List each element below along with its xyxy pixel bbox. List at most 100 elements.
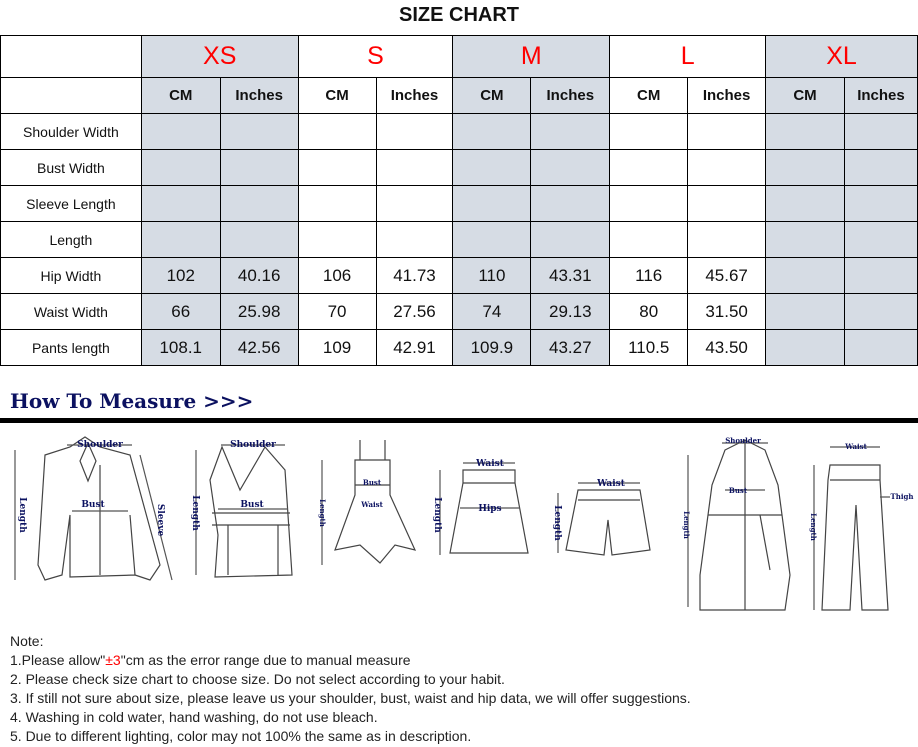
label-hips: Hips xyxy=(478,504,501,514)
label-shoulder: Shoulder xyxy=(725,436,761,445)
value-cell xyxy=(530,113,611,150)
label-waist: Waist xyxy=(596,479,626,489)
row-label: Waist Width xyxy=(0,293,142,330)
label-length: Length xyxy=(318,499,327,527)
note-3: 3. If still not sure about size, please … xyxy=(10,690,691,706)
tank-top-figure xyxy=(195,444,293,578)
value-cell xyxy=(297,149,377,186)
value-cell: 45.67 xyxy=(687,257,767,294)
label-waist: Waist xyxy=(360,500,383,509)
value-cell xyxy=(687,113,767,150)
value-cell: 70 xyxy=(297,293,377,330)
size-xl: XL xyxy=(765,35,918,78)
label-bust: Bust xyxy=(81,500,105,510)
value-cell xyxy=(297,113,377,150)
blouse-figure xyxy=(14,436,173,581)
size-l: L xyxy=(609,35,767,78)
value-cell xyxy=(219,113,299,150)
value-cell xyxy=(219,221,299,258)
value-cell: 102 xyxy=(140,257,221,294)
unit-header-row: CM Inches CM Inches CM Inches CM Inches … xyxy=(0,77,918,114)
value-cell xyxy=(687,149,767,186)
value-cell xyxy=(297,221,377,258)
label-waist: Waist xyxy=(475,459,505,469)
row-label: Length xyxy=(0,221,142,258)
table-row: Hip Width 102 40.16 106 41.73 110 43.31 116 45.6… xyxy=(0,257,918,294)
value-cell: 43.27 xyxy=(530,329,611,366)
label-length: Length xyxy=(190,495,200,531)
value-cell xyxy=(843,329,918,366)
value-cell xyxy=(530,185,611,222)
label-length: Length xyxy=(682,511,691,539)
value-cell: 43.31 xyxy=(530,257,611,294)
value-cell xyxy=(452,221,532,258)
unit-cm: CM xyxy=(452,77,532,114)
value-cell: 109 xyxy=(297,329,377,366)
corner-cell xyxy=(0,35,142,78)
value-cell: 25.98 xyxy=(219,293,299,330)
value-cell: 109.9 xyxy=(452,329,532,366)
unit-cm: CM xyxy=(765,77,845,114)
measurement-illustrations: Shoulder Bust Sleeve Length Shoulder Bus… xyxy=(14,436,914,611)
value-cell xyxy=(843,257,918,294)
value-cell: 116 xyxy=(609,257,689,294)
size-s: S xyxy=(297,35,454,78)
table-row: Shoulder Width xyxy=(0,113,918,150)
value-cell: 31.50 xyxy=(687,293,767,330)
value-cell: 108.1 xyxy=(140,329,221,366)
label-waist: Waist xyxy=(844,442,867,451)
value-cell xyxy=(843,221,918,258)
value-cell xyxy=(609,185,689,222)
unit-inches: Inches xyxy=(530,77,611,114)
note-text: 1.Please allow" xyxy=(10,652,106,668)
value-cell: 40.16 xyxy=(219,257,299,294)
value-cell: 41.73 xyxy=(375,257,454,294)
value-cell xyxy=(452,113,532,150)
value-cell xyxy=(765,221,845,258)
value-cell xyxy=(687,221,767,258)
page-title: SIZE CHART xyxy=(399,4,519,26)
value-cell xyxy=(140,149,221,186)
value-cell xyxy=(765,185,845,222)
row-label: Shoulder Width xyxy=(0,113,142,150)
label-thigh: Thigh xyxy=(891,492,914,501)
size-m: M xyxy=(452,35,611,78)
label-bust: Bust xyxy=(363,478,382,487)
notes: Note: 1.Please allow"±3"cm as the error … xyxy=(10,632,691,746)
pants-figure xyxy=(813,446,890,611)
table-row: Sleeve Length xyxy=(0,185,918,222)
value-cell xyxy=(765,329,845,366)
unit-cm: CM xyxy=(609,77,689,114)
divider xyxy=(0,418,918,423)
value-cell xyxy=(765,149,845,186)
value-cell xyxy=(140,185,221,222)
table-row: Pants length 108.1 42.56 109 42.91 109.9 43.27… xyxy=(0,329,918,366)
unit-inches: Inches xyxy=(219,77,299,114)
note-2: 2. Please check size chart to choose siz… xyxy=(10,671,505,687)
label-shoulder: Shoulder xyxy=(230,440,276,450)
unit-inches: Inches xyxy=(843,77,918,114)
value-cell xyxy=(843,293,918,330)
value-cell xyxy=(843,113,918,150)
value-cell: 42.56 xyxy=(219,329,299,366)
value-cell xyxy=(609,149,689,186)
notes-heading: Note: xyxy=(10,633,44,649)
value-cell xyxy=(687,185,767,222)
value-cell xyxy=(609,221,689,258)
table-row: Waist Width 66 25.98 70 27.56 74 29.13 80 31.50 xyxy=(0,293,918,330)
note-5: 5. Due to different lighting, color may … xyxy=(10,728,472,744)
row-label: Bust Width xyxy=(0,149,142,186)
label-length: Length xyxy=(809,513,818,541)
value-cell xyxy=(452,149,532,186)
value-cell xyxy=(609,113,689,150)
value-cell: 110 xyxy=(452,257,532,294)
note-text: "cm as the error range due to manual mea… xyxy=(120,652,411,668)
row-label: Sleeve Length xyxy=(0,185,142,222)
label-length: Length xyxy=(552,505,562,541)
label-length: Length xyxy=(17,497,27,533)
label-bust: Bust xyxy=(240,500,264,510)
unit-inches: Inches xyxy=(375,77,454,114)
table-row: Length xyxy=(0,221,918,258)
how-to-measure-heading: How To Measure >>> xyxy=(10,389,254,413)
